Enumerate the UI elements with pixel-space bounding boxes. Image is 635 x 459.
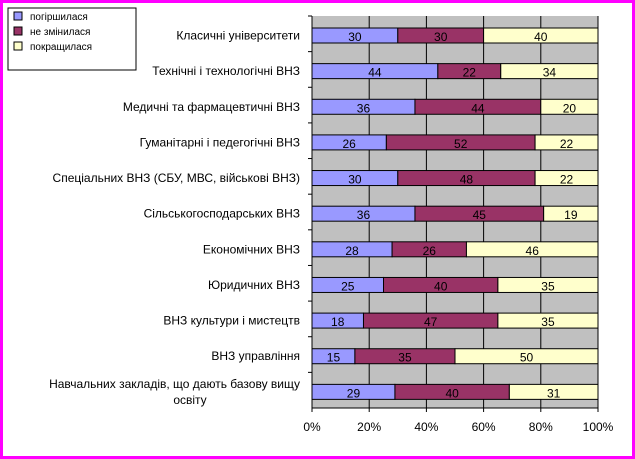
- legend-label: погіршилася: [30, 12, 88, 23]
- category-label: Гуманітарні і педегогічні ВНЗ: [140, 135, 300, 149]
- data-label: 30: [348, 173, 362, 187]
- data-label: 36: [357, 101, 371, 115]
- bar-segment: [540, 98, 599, 115]
- data-label: 48: [460, 173, 474, 187]
- bar-segment: [534, 134, 599, 151]
- category-label: Медичні та фармацевтичні ВНЗ: [123, 100, 300, 114]
- data-label: 47: [424, 315, 438, 329]
- bar-segment: [534, 170, 599, 187]
- legend-swatch: [13, 41, 23, 51]
- data-label: 22: [560, 137, 574, 151]
- data-label: 28: [345, 244, 359, 258]
- x-tick-label: 60%: [472, 420, 496, 434]
- bar-segment: [500, 63, 599, 80]
- data-label: 31: [547, 386, 561, 400]
- bar-segment: [497, 312, 599, 329]
- data-label: 22: [463, 66, 477, 80]
- data-label: 26: [423, 244, 437, 258]
- category-label: Спеціальних ВНЗ (СБУ, МВС, військові ВНЗ…: [53, 171, 300, 185]
- data-label: 40: [534, 30, 548, 44]
- data-label: 45: [473, 208, 487, 222]
- data-label: 44: [368, 66, 382, 80]
- legend-swatch: [13, 11, 23, 21]
- category-label: Класичні університети: [176, 29, 300, 43]
- category-label: ВНЗ культури і мистецтв: [163, 314, 300, 328]
- legend-swatch: [13, 26, 23, 36]
- category-label: Сільськогосподарських ВНЗ: [144, 207, 300, 221]
- data-label: 52: [454, 137, 468, 151]
- data-label: 18: [331, 315, 345, 329]
- bar-segment: [497, 276, 599, 293]
- data-label: 15: [327, 351, 341, 365]
- data-label: 26: [343, 137, 357, 151]
- legend-box: [7, 7, 137, 71]
- category-label: Юридичних ВНЗ: [208, 278, 300, 292]
- data-label: 22: [560, 173, 574, 187]
- data-label: 35: [541, 279, 555, 293]
- data-label: 44: [471, 101, 485, 115]
- x-tick-label: 40%: [414, 420, 438, 434]
- x-tick-label: 100%: [583, 420, 614, 434]
- legend-label: не змінилася: [30, 27, 90, 38]
- category-label: ВНЗ управління: [211, 349, 300, 363]
- category-label: освіту: [173, 393, 206, 407]
- x-tick-label: 80%: [529, 420, 553, 434]
- data-label: 25: [341, 279, 355, 293]
- bar-segment: [454, 348, 599, 365]
- bar-segment: [508, 383, 599, 400]
- legend-label: покращилася: [30, 42, 92, 53]
- data-label: 40: [445, 386, 459, 400]
- x-tick-label: 20%: [357, 420, 381, 434]
- data-label: 30: [434, 30, 448, 44]
- bar-segment: [543, 205, 599, 222]
- data-label: 36: [357, 208, 371, 222]
- bar-segment: [465, 241, 599, 258]
- data-label: 30: [348, 30, 362, 44]
- data-label: 35: [398, 351, 412, 365]
- data-label: 19: [564, 208, 578, 222]
- category-label: Навчальних закладів, що дають базову вищ…: [49, 377, 300, 391]
- data-label: 40: [434, 279, 448, 293]
- data-label: 34: [543, 66, 557, 80]
- data-label: 20: [563, 101, 577, 115]
- x-tick-label: 0%: [303, 420, 321, 434]
- bar-segment: [483, 27, 599, 44]
- category-label: Економічних ВНЗ: [203, 242, 300, 256]
- data-label: 35: [541, 315, 555, 329]
- data-label: 50: [520, 351, 534, 365]
- data-label: 46: [526, 244, 540, 258]
- category-label: Технічні і технологічні ВНЗ: [152, 64, 300, 78]
- data-label: 29: [347, 386, 361, 400]
